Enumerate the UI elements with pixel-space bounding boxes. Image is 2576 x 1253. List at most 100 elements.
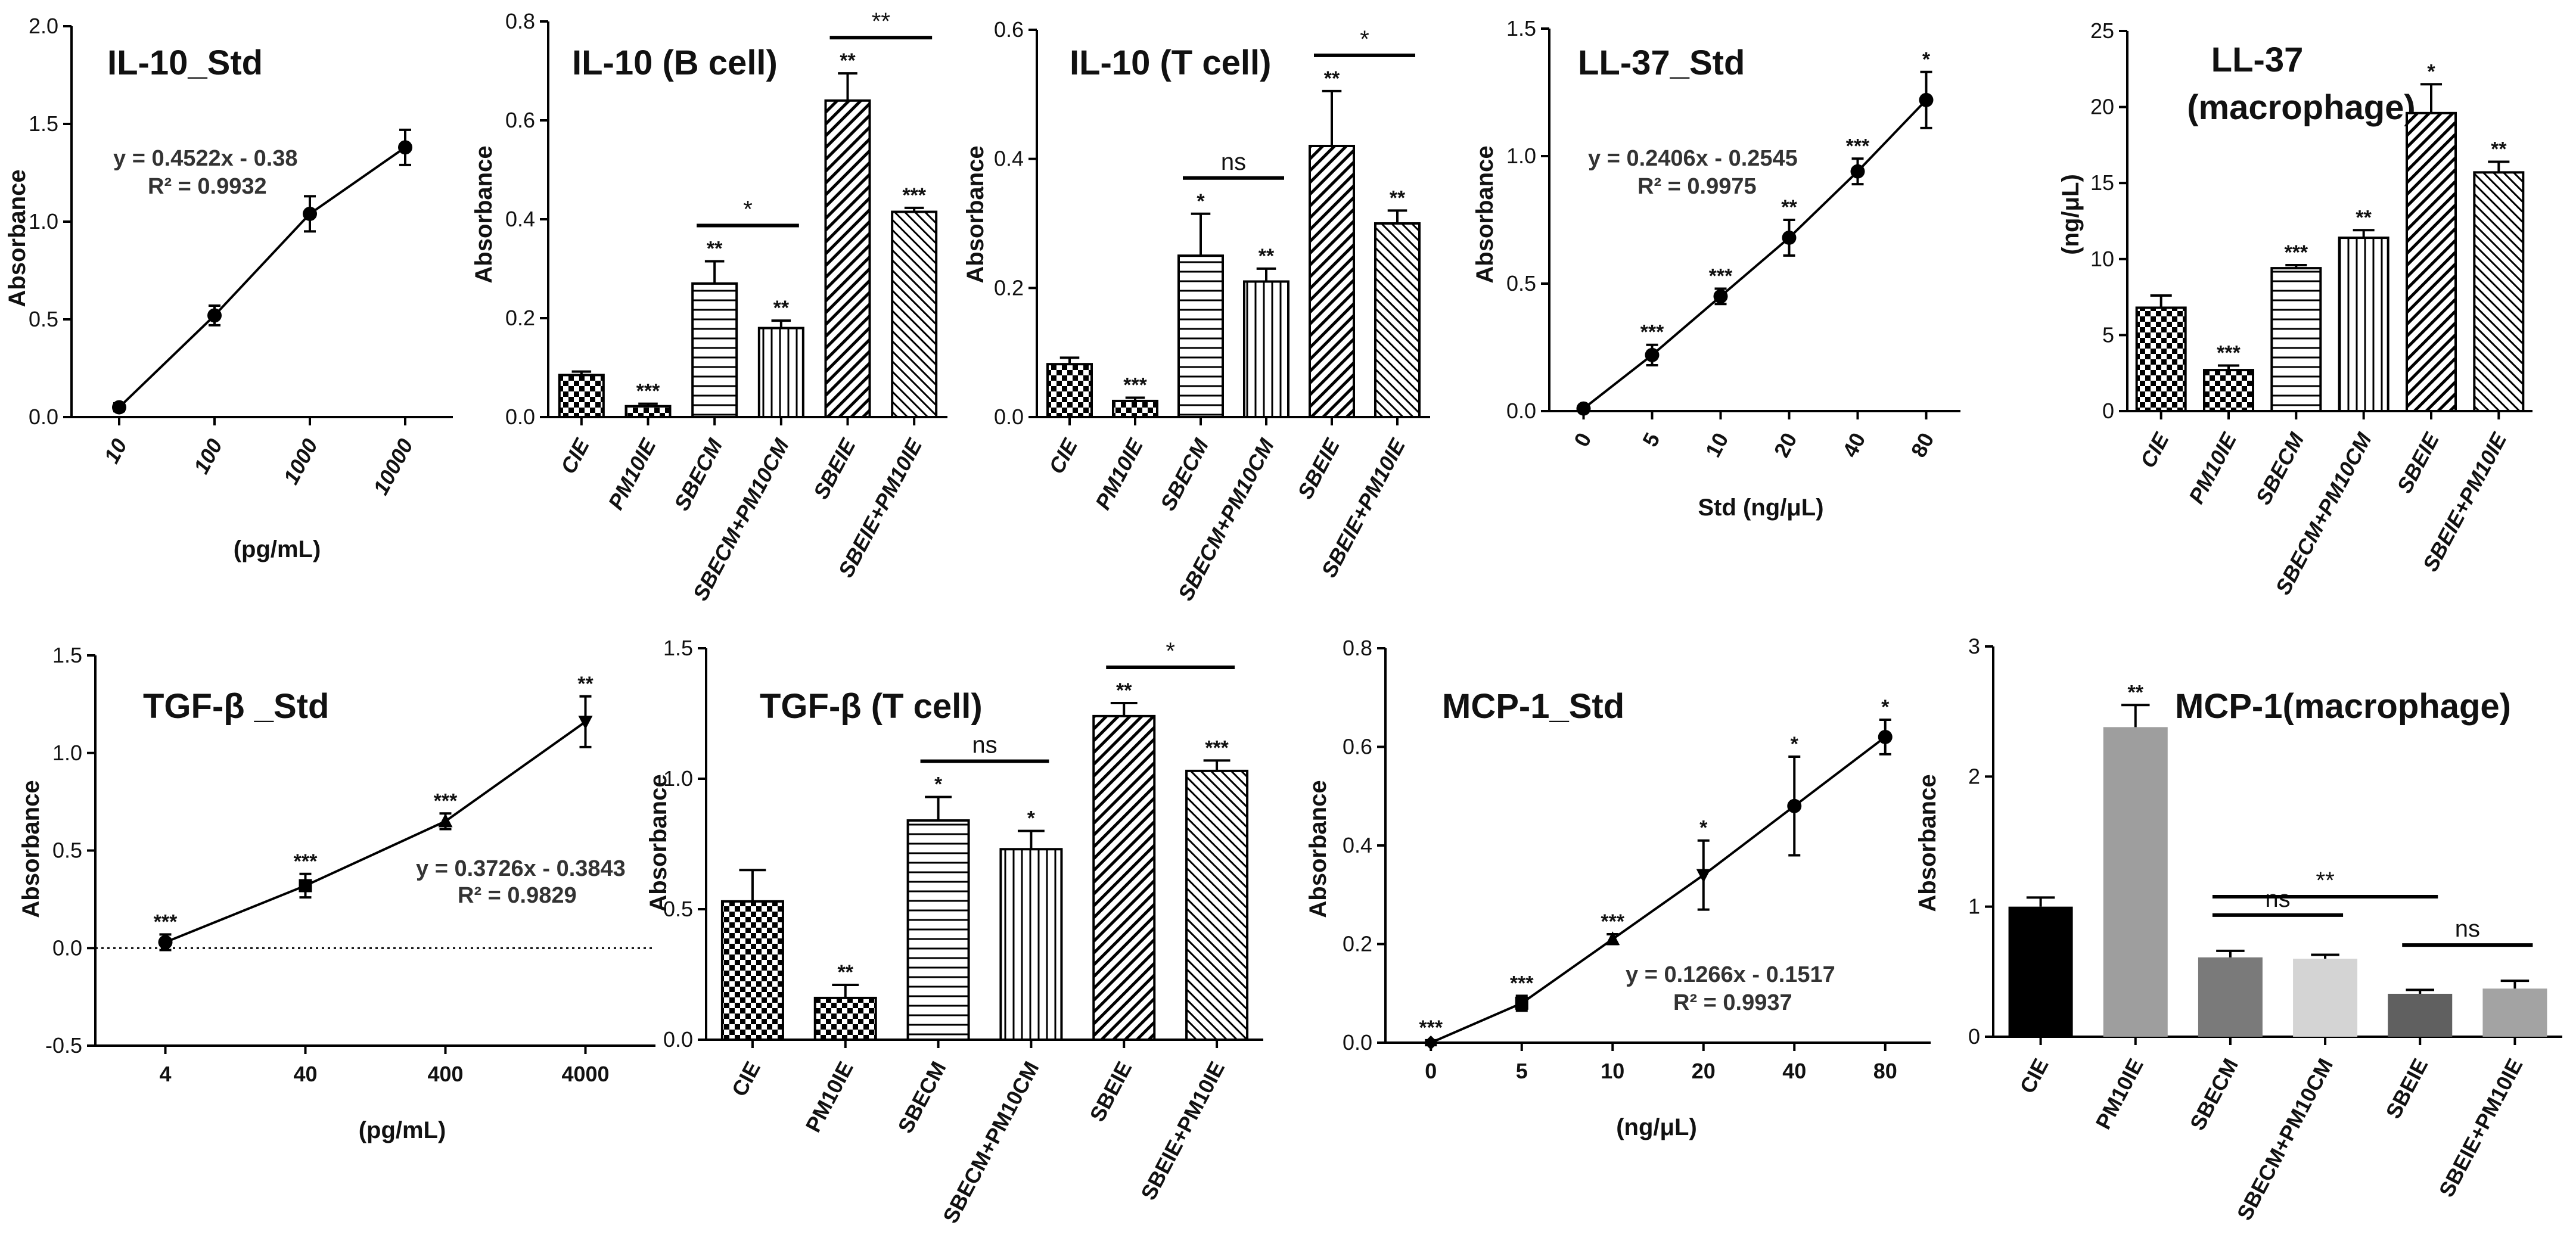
data-point bbox=[1645, 347, 1660, 362]
significance-stars: *** bbox=[1205, 736, 1229, 759]
significance-stars: *** bbox=[2284, 241, 2308, 264]
data-point bbox=[398, 140, 412, 155]
data-point bbox=[303, 206, 317, 221]
y-tick-label: 2 bbox=[1968, 764, 1980, 788]
significance-stars: ** bbox=[773, 297, 790, 319]
bar bbox=[1374, 222, 1421, 418]
y-axis-title: Absorbance bbox=[471, 145, 497, 283]
y-tick-label: 1.5 bbox=[1506, 16, 1536, 41]
y-tick-label: 0.6 bbox=[505, 108, 535, 132]
y-tick-label: 3 bbox=[1968, 634, 1980, 658]
y-tick-label: 0.0 bbox=[1343, 1030, 1372, 1055]
y-axis-title: (ng/μL) bbox=[2058, 174, 2084, 255]
regression-equation: y = 0.2406x - 0.2545 bbox=[1588, 146, 1798, 171]
x-tick-label: SBEIE+PM10IE bbox=[2434, 1055, 2528, 1201]
panel-il10-tcell: IL-10 (T cell) Absorbance 0.0 0.2 0.4 0.6 CI… bbox=[962, 17, 1430, 605]
significance-stars: *** bbox=[1510, 972, 1534, 994]
y-axis-title: Absorbance bbox=[645, 774, 672, 912]
series-line bbox=[164, 720, 586, 944]
y-axis-title: Absorbance bbox=[1305, 780, 1331, 918]
panel-mcp1-macrophage: MCP-1(macrophage) Absorbance 0 1 2 3 CIE PM10… bbox=[1915, 634, 2562, 1224]
x-tick-label: 100 bbox=[189, 435, 227, 478]
panel-title: TGF-β _Std bbox=[143, 687, 330, 726]
x-tick-label: PM10IE bbox=[603, 434, 661, 514]
panel-title: MCP-1(macrophage) bbox=[2175, 687, 2511, 726]
significance-stars: *** bbox=[1846, 135, 1870, 157]
y-tick-label: 0.4 bbox=[994, 147, 1024, 171]
x-tick-label: 20 bbox=[1769, 429, 1802, 462]
y-tick-label: 5 bbox=[2102, 322, 2114, 347]
data-point bbox=[1424, 1036, 1438, 1050]
y-tick-label: 0.4 bbox=[1343, 833, 1372, 857]
series-line bbox=[1583, 99, 1927, 410]
r-squared: R² = 0.9975 bbox=[1637, 174, 1757, 199]
x-tick-label: SBECM bbox=[893, 1058, 950, 1137]
bar bbox=[1046, 363, 1093, 419]
x-tick-label: 0 bbox=[1569, 429, 1596, 451]
bar bbox=[2203, 369, 2254, 413]
data-point bbox=[299, 879, 312, 893]
r-squared: R² = 0.9932 bbox=[148, 174, 267, 199]
data-point bbox=[207, 308, 222, 323]
x-tick-label: SBECM bbox=[669, 434, 728, 515]
bar bbox=[2473, 171, 2525, 412]
y-axis-title: Absorbance bbox=[1472, 145, 1498, 283]
y-axis-title: Absorbance bbox=[1915, 774, 1941, 912]
panel-title: TGF-β (T cell) bbox=[760, 687, 983, 726]
significance-stars: *** bbox=[434, 789, 458, 812]
significance-stars: * bbox=[1197, 190, 1205, 213]
regression-equation: y = 0.3726x - 0.3843 bbox=[416, 856, 626, 881]
y-tick-label: 20 bbox=[2090, 95, 2114, 119]
y-tick-label: 1.0 bbox=[663, 766, 693, 791]
comparison-label: ns bbox=[1221, 149, 1246, 175]
x-tick-label: SBEIE bbox=[2381, 1055, 2432, 1123]
significance-stars: ** bbox=[2128, 681, 2144, 704]
significance-stars: ** bbox=[1116, 679, 1132, 702]
y-tick-label: 0.0 bbox=[994, 405, 1024, 429]
data-point bbox=[1850, 164, 1865, 179]
data-point bbox=[1782, 230, 1797, 245]
bar bbox=[2293, 959, 2358, 1037]
bar bbox=[691, 282, 738, 418]
significance-stars: ** bbox=[838, 961, 854, 984]
data-point bbox=[1605, 931, 1620, 946]
y-axis-title: Absorbance bbox=[18, 780, 44, 918]
significance-stars: *** bbox=[294, 850, 318, 873]
y-tick-label: 1.5 bbox=[29, 111, 58, 136]
y-tick-label: 0.5 bbox=[663, 897, 693, 921]
x-axis-title: (pg/mL) bbox=[234, 536, 321, 562]
bar bbox=[2008, 906, 2073, 1037]
comparison-label: ** bbox=[872, 8, 890, 35]
bar bbox=[1243, 280, 1289, 418]
significance-stars: *** bbox=[1601, 910, 1624, 933]
comparison-label: ** bbox=[2316, 868, 2335, 894]
x-tick-label: CIE bbox=[1044, 434, 1083, 478]
y-tick-label: 1.0 bbox=[52, 741, 82, 765]
significance-stars: * bbox=[934, 773, 943, 796]
x-tick-label: 40 bbox=[1838, 429, 1870, 462]
y-tick-label: 25 bbox=[2090, 18, 2114, 43]
x-tick-label: 5 bbox=[1637, 429, 1665, 451]
x-tick-label: 10000 bbox=[368, 435, 418, 499]
x-tick-label: SBECM+PM10CM bbox=[938, 1058, 1044, 1227]
significance-stars: ** bbox=[707, 238, 723, 260]
bar bbox=[2406, 111, 2457, 412]
bar bbox=[624, 405, 672, 418]
series-line bbox=[118, 146, 406, 409]
x-tick-label: CIE bbox=[727, 1058, 765, 1100]
y-tick-label: 0.0 bbox=[663, 1027, 693, 1052]
bar bbox=[2103, 727, 2168, 1037]
x-tick-label: PM10IE bbox=[800, 1058, 857, 1136]
significance-stars: * bbox=[1699, 817, 1708, 840]
x-tick-label: 0 bbox=[1425, 1059, 1437, 1083]
significance-stars: ** bbox=[1324, 67, 1340, 90]
significance-stars: *** bbox=[1419, 1016, 1443, 1039]
x-tick-label: SBECM bbox=[1155, 434, 1214, 515]
significance-stars: ** bbox=[2491, 138, 2507, 160]
comparison-label: ns bbox=[2455, 916, 2480, 942]
x-tick-label: SBEIE bbox=[1292, 434, 1344, 503]
y-tick-label: 0.0 bbox=[52, 935, 82, 960]
significance-stars: *** bbox=[636, 380, 660, 403]
panel-tgfb-std: TGF-β _Std Absorbance (pg/mL) y = 0.3726… bbox=[18, 643, 655, 1143]
